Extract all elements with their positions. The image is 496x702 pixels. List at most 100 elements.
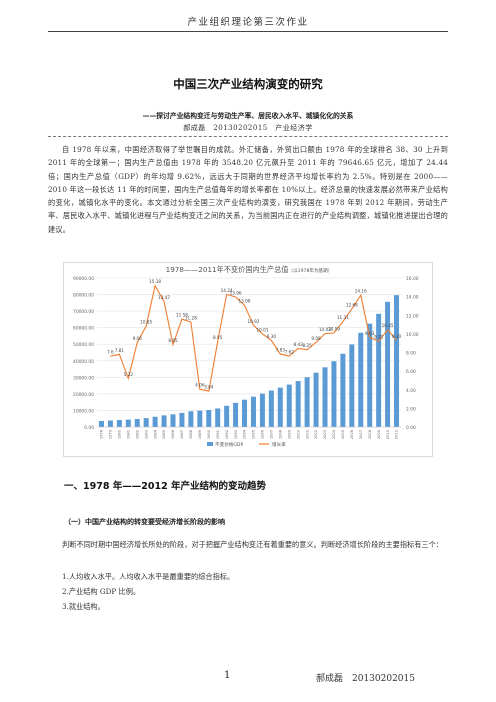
x-tick-label: 1980 <box>118 429 122 439</box>
gdp-bar <box>152 416 158 427</box>
gdp-bar <box>268 390 274 427</box>
x-tick-label: 2000 <box>296 429 300 439</box>
x-tick-label: 2003 <box>323 430 327 439</box>
x-tick-label: 1997 <box>270 430 274 439</box>
x-tick-label: 2005 <box>341 430 345 439</box>
page-number: 1 <box>224 670 231 681</box>
growth-data-label: 9.08 <box>311 336 321 341</box>
growth-data-label: 7.81 <box>115 348 125 353</box>
x-tick-label: 2002 <box>314 430 318 439</box>
growth-data-label: 10.45 <box>382 323 394 328</box>
x-tick-label: 1986 <box>171 429 175 439</box>
gdp-bar <box>224 405 230 427</box>
gdp-bar <box>367 323 373 427</box>
growth-data-label: 10.09 <box>328 327 340 332</box>
growth-data-label: 13.47 <box>158 295 170 300</box>
divider <box>48 136 448 137</box>
right-tick-label: 6.00 <box>406 369 416 375</box>
growth-data-label: 8.95 <box>213 335 223 340</box>
x-tick-label: 1984 <box>153 429 157 439</box>
gdp-bar <box>188 411 194 427</box>
footer-author: 郝成磊 20130202015 <box>316 674 415 684</box>
x-tick-label: 1978 <box>100 429 104 439</box>
x-tick-label: 1992 <box>225 430 229 439</box>
left-tick-label: 90000.00 <box>73 276 94 282</box>
gdp-bar <box>385 301 391 427</box>
paper-title: 中国三次产业结构演变的研究 <box>173 77 323 91</box>
left-tick-label: 60000.00 <box>73 326 94 332</box>
left-tick-label: 40000.00 <box>73 359 94 365</box>
right-tick-label: 16.00 <box>406 276 419 282</box>
x-tick-label: 1996 <box>261 429 265 439</box>
author-line: 郝成磊 20130202015 产业经济学 <box>183 124 313 132</box>
gdp-bar <box>358 332 364 427</box>
gdp-bar <box>277 387 283 427</box>
growth-data-label: 9.30 <box>392 334 402 339</box>
x-tick-label: 1988 <box>189 429 193 439</box>
list-item: 3.就业结构。 <box>62 602 105 611</box>
gdp-bar <box>116 420 122 427</box>
x-tick-label: 2008 <box>368 429 372 439</box>
growth-line <box>110 284 397 392</box>
gdp-bar <box>250 396 256 427</box>
growth-data-label: 4.06 <box>195 383 205 388</box>
growth-data-label: 8.25 <box>302 343 312 348</box>
gdp-bar <box>349 344 355 427</box>
x-tick-label: 1999 <box>287 429 291 439</box>
legend-label-gdp: 不变价格GDP <box>215 441 243 448</box>
x-tick-label: 1985 <box>162 430 166 439</box>
gdp-bar <box>206 410 212 427</box>
left-tick-label: 50000.00 <box>73 342 94 348</box>
growth-data-label: 9.63 <box>365 331 375 336</box>
growth-data-label: 3.84 <box>204 385 214 390</box>
body-paragraph: 判断不同时期中国经济增长所处的阶段，对于把握产业结构变迁有着重要的意义。判断经济… <box>62 540 443 549</box>
x-tick-label: 1987 <box>180 430 184 439</box>
growth-data-label: 7.6 <box>107 350 114 355</box>
x-tick-label: 2004 <box>332 429 336 439</box>
growth-data-label: 8.43 <box>294 342 304 347</box>
x-tick-label: 1981 <box>126 430 130 439</box>
growth-data-label: 13.96 <box>230 290 242 295</box>
growth-data-label: 10.03 <box>319 327 331 332</box>
gdp-bar <box>233 402 239 427</box>
left-tick-label: 70000.00 <box>73 309 94 315</box>
growth-data-label: 15.18 <box>149 279 161 284</box>
growth-data-label: 7.83 <box>276 348 286 353</box>
growth-data-label: 9.06 <box>133 336 143 341</box>
x-tick-label: 2011 <box>395 430 399 439</box>
section-heading: 一、1978 年——2012 年产业结构的变动趋势 <box>64 481 266 492</box>
x-tick-label: 1979 <box>109 429 113 439</box>
growth-data-label: 11.28 <box>185 315 197 320</box>
growth-data-label: 11.31 <box>337 315 349 320</box>
gdp-bar <box>143 418 149 427</box>
right-tick-label: 4.00 <box>406 388 416 394</box>
growth-data-label: 14.16 <box>355 289 367 294</box>
list-item: 2.产业结构 GDP 比例。 <box>62 587 141 596</box>
right-tick-label: 10.00 <box>406 332 419 338</box>
gdp-bar <box>170 414 176 427</box>
gdp-bar <box>215 408 221 427</box>
growth-data-label: 10.85 <box>140 319 152 324</box>
paper-subtitle: ——探讨产业结构变迁与劳动生产率、居民收入水平、城镇化化的关系 <box>142 112 354 120</box>
gdp-bar <box>179 412 185 427</box>
x-tick-label: 1990 <box>207 429 211 439</box>
x-tick-label: 1998 <box>278 429 282 439</box>
growth-data-label: 11.58 <box>176 313 188 318</box>
left-tick-label: 0.00 <box>84 425 94 431</box>
gdp-bar <box>134 418 140 427</box>
gdp-bar <box>376 313 382 427</box>
subsection-heading: （一）中国产业结构的转变要受经济增长阶段的影响 <box>64 518 225 526</box>
right-tick-label: 0.00 <box>406 425 416 431</box>
gdp-bar <box>98 420 104 427</box>
x-tick-label: 2010 <box>386 429 390 439</box>
right-tick-label: 12.00 <box>406 313 419 319</box>
gdp-bar <box>322 367 328 427</box>
gdp-bar <box>161 415 167 427</box>
gdp-bar <box>197 410 203 427</box>
growth-data-label: 12.68 <box>346 302 358 307</box>
x-tick-label: 1989 <box>198 429 202 439</box>
growth-data-label: 7.62 <box>285 350 295 355</box>
list-item: 1.人均收入水平。人均收入水平是最重要的综合指标。 <box>62 572 235 581</box>
legend-label-growth: 增长率 <box>272 441 286 448</box>
x-tick-label: 1994 <box>243 429 247 439</box>
